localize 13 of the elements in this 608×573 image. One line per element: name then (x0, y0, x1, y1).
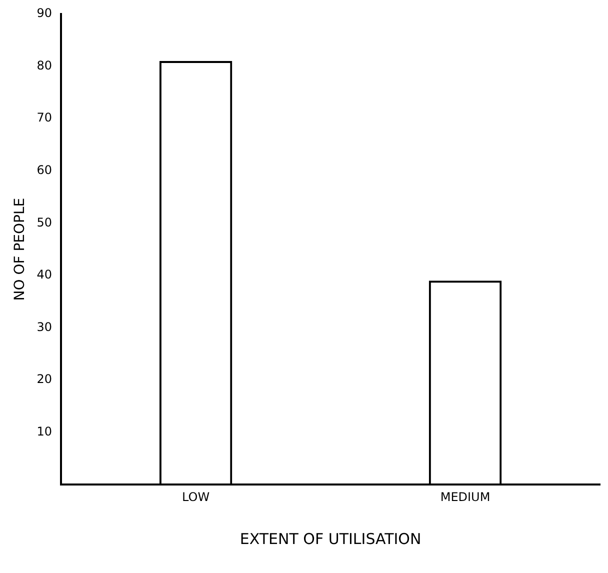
y-tick-label: 80 (36, 58, 52, 72)
y-tick-label: 10 (36, 424, 52, 438)
y-tick-label: 50 (36, 215, 52, 230)
y-tick-label: 60 (36, 162, 52, 177)
y-tick-label: 30 (36, 320, 52, 334)
x-tick-label: LOW (182, 490, 210, 504)
y-tick-label: 20 (36, 372, 52, 386)
y-tick-label: 70 (36, 110, 52, 125)
x-tick-label: MEDIUM (440, 490, 490, 504)
y-tick-label: 90 (36, 6, 52, 20)
y-axis-title: NO OF PEOPLE (12, 198, 28, 301)
x-axis-title: EXTENT OF UTILISATION (240, 530, 422, 548)
y-tick-label: 40 (36, 268, 52, 282)
